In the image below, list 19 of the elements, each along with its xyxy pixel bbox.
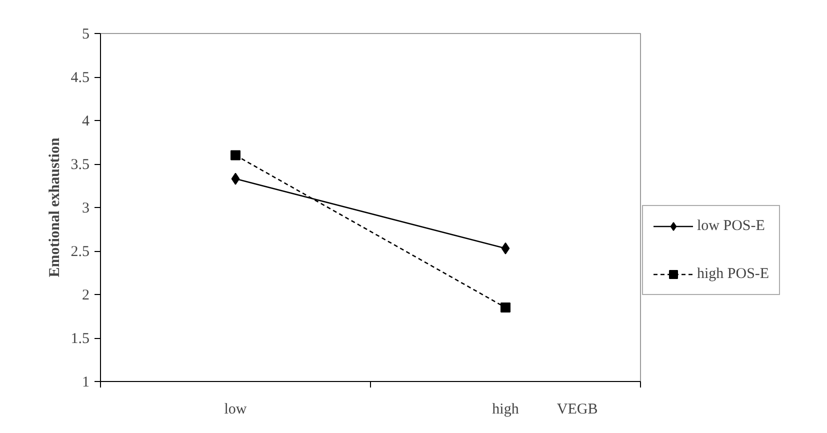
legend-label: low POS-E xyxy=(697,218,765,234)
legend-label: high POS-E xyxy=(697,266,770,282)
y-tick-label: 3 xyxy=(82,200,90,216)
point xyxy=(501,242,510,254)
y-axis-title: Emotional exhaustion xyxy=(46,137,63,278)
y-tick-label: 4 xyxy=(82,114,90,130)
x-tick-label: high xyxy=(492,402,520,418)
y-tick-label: 2.5 xyxy=(70,244,90,260)
y-tick-label: 1 xyxy=(82,374,90,390)
y-tick-label: 1.5 xyxy=(70,331,90,347)
x-tick-label: low xyxy=(224,402,247,418)
y-tick-label: 4.5 xyxy=(70,70,90,86)
point xyxy=(230,150,240,160)
x-axis-title: VEGB xyxy=(556,402,598,418)
point xyxy=(231,172,240,185)
y-tick-label: 3.5 xyxy=(70,157,90,173)
y-tick-label: 2 xyxy=(82,288,90,304)
point xyxy=(500,302,510,313)
y-tick-label: 5 xyxy=(82,26,90,42)
